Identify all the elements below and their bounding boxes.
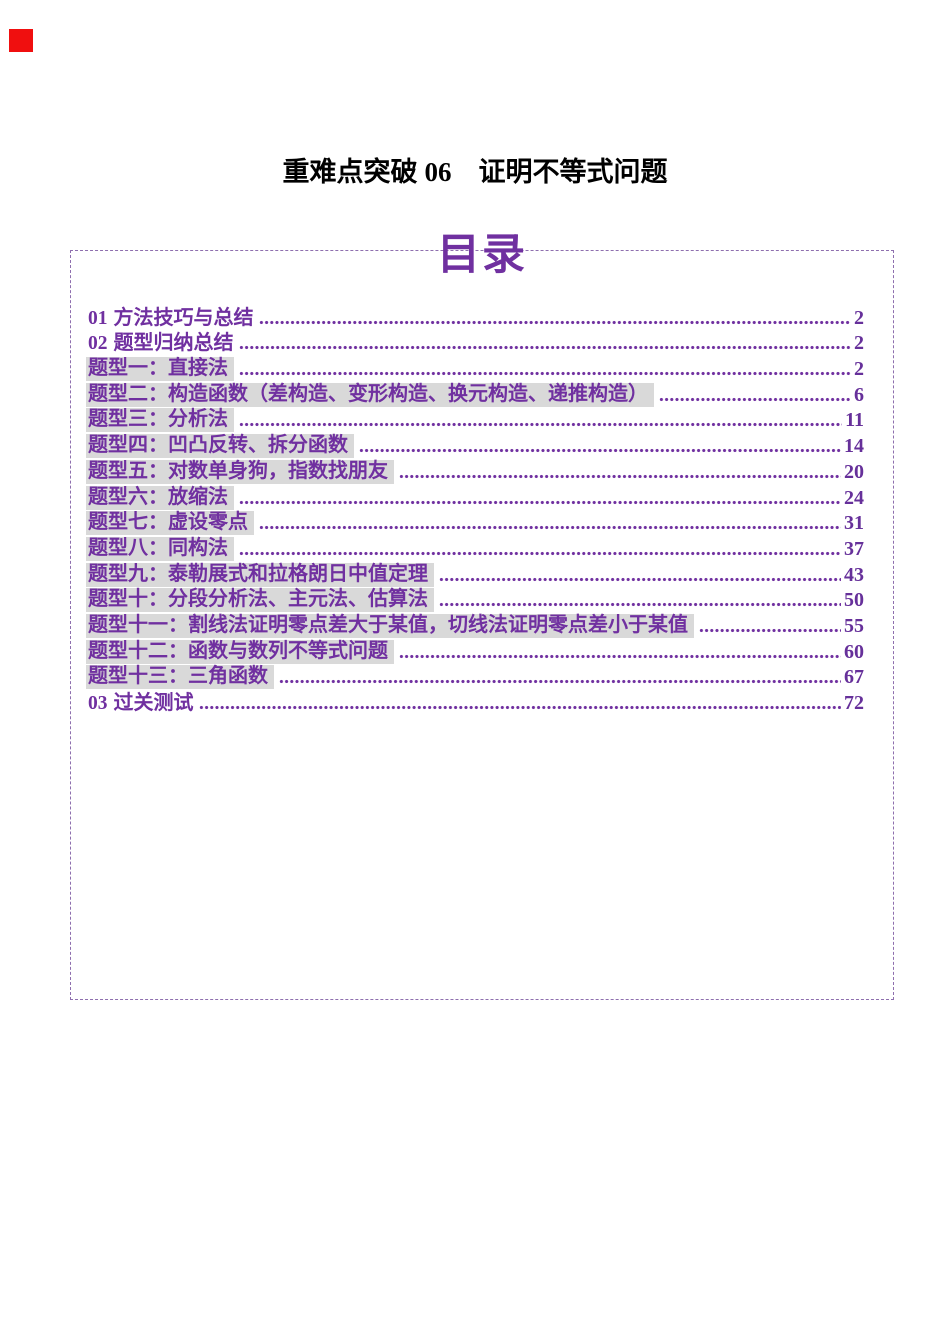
entry-label: 题型五：对数单身狗，指数找朋友 bbox=[86, 459, 394, 484]
title-subject: 证明不等式问题 bbox=[478, 157, 668, 187]
toc-entry[interactable]: 题型五：对数单身狗，指数找朋友 20 bbox=[86, 458, 864, 484]
leader-dots bbox=[699, 625, 841, 635]
leader-dots bbox=[439, 574, 841, 584]
leader-dots bbox=[399, 471, 841, 481]
entry-page-number: 6 bbox=[854, 383, 864, 406]
entry-label: 题型一：直接法 bbox=[86, 357, 234, 382]
toc-entry[interactable]: 题型九：泰勒展式和拉格朗日中值定理 43 bbox=[86, 561, 864, 587]
title-series: 重难点突破 bbox=[282, 157, 418, 187]
toc-entry[interactable]: 题型三：分析法 11 bbox=[86, 407, 864, 433]
toc-entry[interactable]: 题型八：同构法 37 bbox=[86, 535, 864, 561]
toc-entry[interactable]: 题型四：凹凸反转、拆分函数 14 bbox=[86, 432, 864, 459]
leader-dots bbox=[359, 446, 841, 456]
entry-label: 题型十二：函数与数列不等式问题 bbox=[86, 639, 394, 664]
leader-dots bbox=[399, 651, 841, 661]
leader-dots bbox=[238, 343, 851, 353]
entry-page-number: 60 bbox=[844, 640, 864, 663]
entry-page-number: 72 bbox=[844, 692, 864, 714]
entry-label: 题型六：放缩法 bbox=[86, 485, 234, 510]
leader-dots bbox=[239, 369, 851, 379]
entry-page-number: 2 bbox=[854, 358, 864, 381]
entry-number: 02 bbox=[88, 333, 108, 355]
entry-number: 01 bbox=[88, 307, 108, 329]
entry-page-number: 2 bbox=[854, 306, 864, 329]
document-title: 重难点突破 06 证明不等式问题 bbox=[0, 156, 950, 188]
title-number: 06 bbox=[424, 157, 452, 187]
entry-label: 题型八：同构法 bbox=[86, 536, 234, 561]
entry-label: 题型三：分析法 bbox=[86, 408, 234, 433]
toc-list: 01 方法技巧与总结 2 02 题型归纳总结 2 题型一：直接法 2 题型二：构… bbox=[86, 304, 864, 715]
entry-page-number: 31 bbox=[844, 512, 864, 535]
toc-entry[interactable]: 题型十一：割线法证明零点差大于某值，切线法证明零点差小于某值 55 bbox=[86, 612, 864, 638]
entry-label: 题型十三：三角函数 bbox=[86, 665, 274, 690]
entry-label: 题型二：构造函数（差构造、变形构造、换元构造、递推构造） bbox=[86, 382, 654, 407]
leader-dots bbox=[259, 523, 841, 533]
entry-page-number: 37 bbox=[844, 537, 864, 560]
leader-dots bbox=[439, 600, 841, 610]
leader-dots bbox=[239, 548, 841, 558]
entry-label: 方法技巧与总结 bbox=[113, 306, 254, 329]
entry-page-number: 20 bbox=[844, 460, 864, 483]
entry-page-number: 2 bbox=[854, 332, 864, 355]
leader-dots bbox=[239, 497, 841, 507]
toc-entry[interactable]: 题型十三：三角函数 67 bbox=[86, 664, 864, 690]
leader-dots bbox=[659, 394, 851, 404]
entry-label: 题型七：虚设零点 bbox=[86, 511, 254, 536]
entry-number: 03 bbox=[88, 693, 108, 714]
entry-label: 题型十一：割线法证明零点差大于某值，切线法证明零点差小于某值 bbox=[86, 613, 694, 638]
toc-heading: 目录 bbox=[437, 231, 527, 279]
leader-dots bbox=[279, 677, 841, 687]
entry-page-number: 67 bbox=[844, 666, 864, 689]
entry-label: 过关测试 bbox=[113, 692, 194, 714]
entry-page-number: 55 bbox=[844, 614, 864, 637]
entry-label: 题型十：分段分析法、主元法、估算法 bbox=[86, 588, 434, 613]
toc-entry[interactable]: 题型一：直接法 2 bbox=[86, 355, 864, 382]
entry-page-number: 43 bbox=[844, 563, 864, 586]
entry-page-number: 11 bbox=[845, 409, 864, 432]
leader-dots bbox=[258, 317, 851, 327]
entry-label: 题型九：泰勒展式和拉格朗日中值定理 bbox=[86, 562, 434, 587]
entry-label: 题型四：凹凸反转、拆分函数 bbox=[86, 434, 354, 459]
entry-page-number: 14 bbox=[844, 435, 864, 458]
entry-page-number: 50 bbox=[844, 589, 864, 612]
leader-dots bbox=[239, 420, 843, 430]
entry-label: 题型归纳总结 bbox=[113, 332, 234, 355]
toc-entry[interactable]: 02 题型归纳总结 2 bbox=[88, 330, 864, 356]
toc-entry[interactable]: 题型七：虚设零点 31 bbox=[86, 510, 864, 536]
toc-entry[interactable]: 题型十二：函数与数列不等式问题 60 bbox=[86, 638, 864, 664]
entry-page-number: 24 bbox=[844, 486, 864, 509]
toc-entry[interactable]: 题型六：放缩法 24 bbox=[86, 484, 864, 510]
toc-entry[interactable]: 题型十：分段分析法、主元法、估算法 50 bbox=[86, 587, 864, 613]
toc-entry[interactable]: 题型二：构造函数（差构造、变形构造、换元构造、递推构造） 6 bbox=[86, 381, 864, 407]
toc-container: 目录 01 方法技巧与总结 2 02 题型归纳总结 2 题型一：直接法 2 题型… bbox=[70, 234, 894, 1000]
red-mark bbox=[9, 29, 33, 52]
toc-entry[interactable]: 01 方法技巧与总结 2 bbox=[88, 304, 864, 330]
leader-dots bbox=[198, 703, 841, 712]
toc-entry[interactable]: 03 过关测试 72 bbox=[88, 689, 864, 715]
